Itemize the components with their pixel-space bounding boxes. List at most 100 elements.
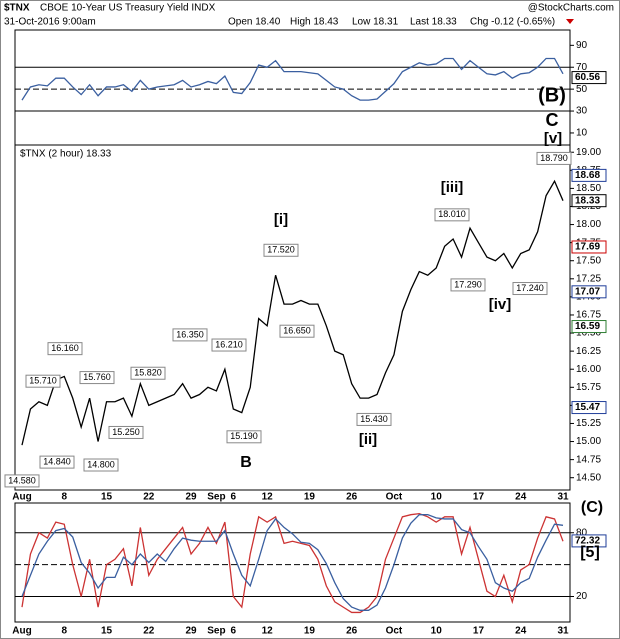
point-label: 16.160: [51, 343, 79, 353]
y-tick-label: 16.50: [576, 328, 601, 339]
x-tick-label: 26: [346, 626, 358, 637]
series-line: [21, 514, 564, 611]
point-label: 15.430: [360, 414, 388, 424]
annotation: [ii]: [359, 431, 377, 448]
point-label: 17.520: [267, 245, 295, 255]
value-tag-label: 17.07: [575, 286, 600, 297]
source: @StockCharts.com: [528, 3, 614, 14]
y-tick-label: 16.75: [576, 310, 601, 321]
y-tick-label: 15.25: [576, 418, 601, 429]
y-tick-label: 18.50: [576, 183, 601, 194]
x-tick-label: 17: [473, 492, 485, 503]
value-tag-label: 72.32: [575, 536, 600, 547]
value-tag-label: 17.69: [575, 242, 600, 253]
series-line: [21, 179, 564, 446]
x-tick-label: Oct: [386, 626, 403, 637]
point-label: 16.350: [176, 329, 204, 339]
point-label-box: [356, 412, 392, 426]
value-tag-label: 60.56: [575, 72, 600, 83]
y-tick-label: 18.00: [576, 219, 601, 230]
y-tick-label: 70: [576, 62, 588, 73]
point-label-box: [47, 342, 83, 356]
symbol: $TNX: [4, 3, 30, 14]
point-label-box: [434, 208, 470, 222]
y-tick-label: 10: [576, 128, 588, 139]
x-tick-label: 10: [431, 626, 443, 637]
x-tick-label: 8: [61, 492, 67, 503]
point-label-box: [226, 430, 262, 444]
value-tag: [571, 194, 607, 208]
annotation: [iv]: [489, 296, 512, 313]
x-tick-label: 31: [557, 492, 569, 503]
x-tick-label: 24: [515, 626, 527, 637]
point-label-box: [4, 474, 40, 488]
x-tick-label: Aug: [12, 626, 31, 637]
point-label-box: [450, 278, 486, 292]
point-label: 17.290: [454, 279, 482, 289]
value-tag-label: 16.59: [575, 321, 600, 332]
point-label: 16.210: [215, 339, 243, 349]
point-label-box: [512, 282, 548, 296]
x-tick-label: 15: [101, 626, 113, 637]
point-label-box: [39, 455, 75, 469]
point-label: 15.760: [83, 372, 111, 382]
value-tag-label: 18.33: [575, 195, 600, 206]
annotation: (B): [538, 84, 566, 106]
value-tag: [571, 401, 607, 415]
x-tick-label: 10: [431, 492, 443, 503]
instrument-name: CBOE 10-Year US Treasury Yield INDX: [40, 3, 216, 14]
x-tick-label: 12: [262, 626, 274, 637]
down-arrow: [566, 19, 574, 24]
point-label-box: [79, 371, 115, 385]
point-label: 17.240: [516, 283, 544, 293]
y-tick-label: 15.00: [576, 436, 601, 447]
point-label-box: [172, 328, 208, 342]
point-label-box: [25, 374, 61, 388]
point-label: 15.250: [112, 427, 140, 437]
annotation: [5]: [580, 544, 600, 561]
point-label: 18.790: [540, 153, 568, 163]
point-label-box: [130, 366, 166, 380]
annotation: [v]: [544, 130, 562, 147]
annotation: [iii]: [441, 179, 464, 196]
value-tag: [571, 320, 607, 334]
value-tag-label: 18.68: [575, 170, 600, 181]
point-label-box: [536, 151, 572, 165]
y-tick-label: 16.25: [576, 346, 601, 357]
annotation: [i]: [274, 211, 288, 228]
point-label: 16.650: [283, 326, 311, 336]
x-tick-label: Aug: [12, 492, 31, 503]
high: High 18.43: [290, 17, 339, 28]
point-label: 14.840: [43, 456, 71, 466]
y-tick-label: 19.00: [576, 147, 601, 158]
date: 31-Oct-2016 9:00am: [4, 17, 96, 28]
x-tick-label: Sep: [207, 626, 225, 637]
value-tag: [571, 240, 607, 254]
annotation: B: [240, 454, 252, 471]
annotation: (C): [581, 499, 603, 516]
value-tag: [571, 168, 607, 182]
point-label: 15.190: [230, 431, 258, 441]
x-tick-label: 19: [304, 626, 316, 637]
open: Open 18.40: [228, 17, 281, 28]
point-label: 18.010: [438, 209, 466, 219]
panel: [14, 502, 571, 623]
x-tick-label: 17: [473, 626, 485, 637]
x-tick-label: 26: [346, 492, 358, 503]
point-label: 14.580: [8, 475, 36, 485]
y-tick-label: 14.75: [576, 454, 601, 465]
y-tick-label: 17.25: [576, 273, 601, 284]
y-tick-label: 30: [576, 106, 588, 117]
low: Low 18.31: [352, 17, 399, 28]
point-label-box: [108, 425, 144, 439]
panel: [14, 144, 571, 491]
value-tag: [571, 285, 607, 299]
y-tick-label: 20: [576, 591, 588, 602]
y-tick-label: 17.50: [576, 255, 601, 266]
y-tick-label: 16.00: [576, 364, 601, 375]
y-tick-label: 80: [576, 527, 588, 538]
x-tick-label: 29: [186, 626, 198, 637]
point-label: 14.800: [87, 459, 115, 469]
series-line: [21, 57, 564, 101]
